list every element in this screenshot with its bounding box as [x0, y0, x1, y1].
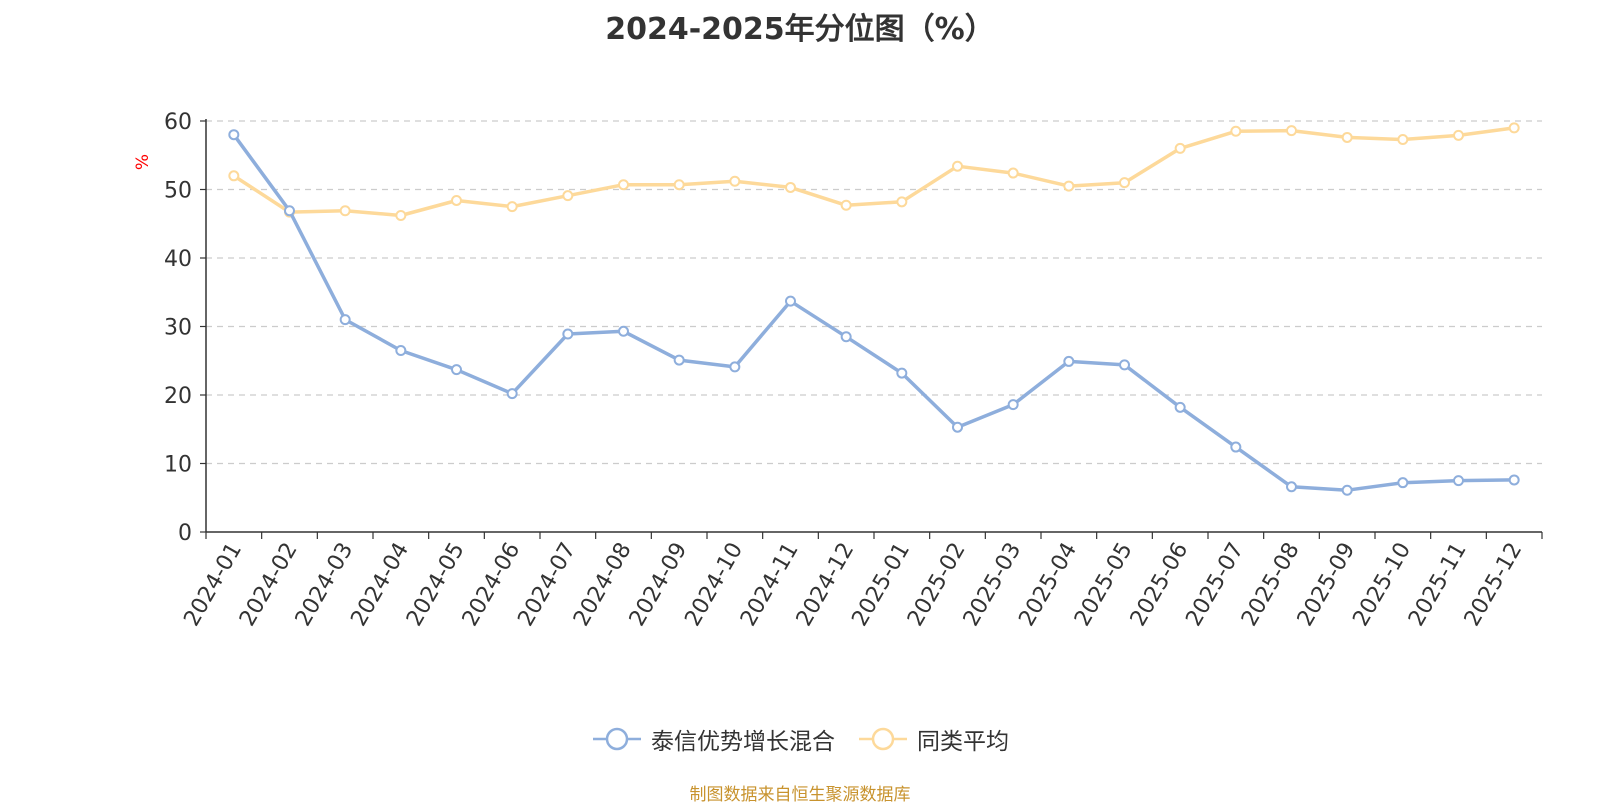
series-line-1: [232, 126, 1516, 218]
data-point-0: [1007, 399, 1019, 411]
source-note: 制图数据来自恒生聚源数据库: [689, 785, 911, 805]
data-point-1: [395, 210, 407, 222]
data-point-0: [952, 421, 963, 433]
data-point-0: [1453, 475, 1464, 487]
data-point-1: [618, 179, 629, 191]
data-point-0: [562, 328, 574, 340]
data-point-0: [1286, 481, 1297, 493]
data-point-1: [506, 201, 518, 213]
y-tick-label: 40: [164, 247, 192, 272]
data-point-0: [1341, 484, 1353, 496]
data-point-1: [673, 179, 685, 191]
data-point-0: [228, 129, 240, 141]
legend-swatch-icon: [593, 727, 641, 751]
y-tick-label: 60: [164, 110, 192, 135]
data-point-0: [896, 367, 908, 379]
data-point-0: [1174, 401, 1186, 413]
data-point-1: [729, 175, 741, 187]
data-point-1: [451, 194, 462, 206]
legend-item[interactable]: 泰信优势增长混合: [591, 722, 835, 756]
data-point-1: [785, 181, 796, 193]
data-point-0: [451, 364, 462, 376]
data-point-1: [1174, 142, 1186, 154]
data-point-1: [228, 170, 240, 182]
legend: 泰信优势增长混合 同类平均: [0, 722, 1600, 756]
y-tick-label: 20: [164, 384, 192, 409]
y-tick-label: 10: [164, 453, 192, 478]
legend-swatch-icon: [859, 727, 907, 751]
chart-title: 2024-2025年分位图（%）: [605, 12, 995, 47]
data-point-0: [840, 331, 852, 343]
y-tick-label: 50: [164, 179, 192, 204]
data-point-0: [506, 388, 518, 400]
data-point-1: [1397, 133, 1409, 145]
data-point-1: [1508, 122, 1520, 134]
legend-label: 同类平均: [917, 729, 1009, 755]
y-axis-label: %: [133, 154, 153, 170]
data-point-1: [840, 199, 852, 211]
data-point-0: [673, 354, 685, 366]
data-point-1: [1063, 180, 1075, 192]
legend-item[interactable]: 同类平均: [857, 722, 1009, 756]
data-point-1: [1230, 125, 1242, 137]
data-point-1: [562, 190, 574, 202]
data-point-0: [1508, 474, 1520, 486]
data-point-0: [1119, 359, 1130, 371]
data-point-0: [618, 325, 629, 337]
y-tick-label: 30: [164, 316, 192, 341]
data-point-0: [785, 295, 796, 307]
data-point-1: [1341, 131, 1353, 143]
data-point-0: [1230, 441, 1242, 453]
series-line-0: [232, 132, 1516, 492]
data-point-1: [1119, 177, 1130, 189]
data-point-0: [339, 314, 351, 326]
data-point-1: [1007, 167, 1019, 179]
data-point-1: [1453, 129, 1464, 141]
data-point-1: [952, 160, 963, 172]
data-point-1: [339, 205, 351, 217]
data-point-0: [729, 361, 741, 373]
data-point-0: [1063, 355, 1075, 367]
data-point-1: [1286, 125, 1297, 137]
legend-label: 泰信优势增长混合: [651, 729, 835, 755]
y-tick-label: 0: [178, 521, 192, 546]
data-point-0: [395, 344, 407, 356]
data-point-0: [284, 205, 295, 217]
data-point-0: [1397, 477, 1409, 489]
data-point-1: [896, 196, 908, 208]
